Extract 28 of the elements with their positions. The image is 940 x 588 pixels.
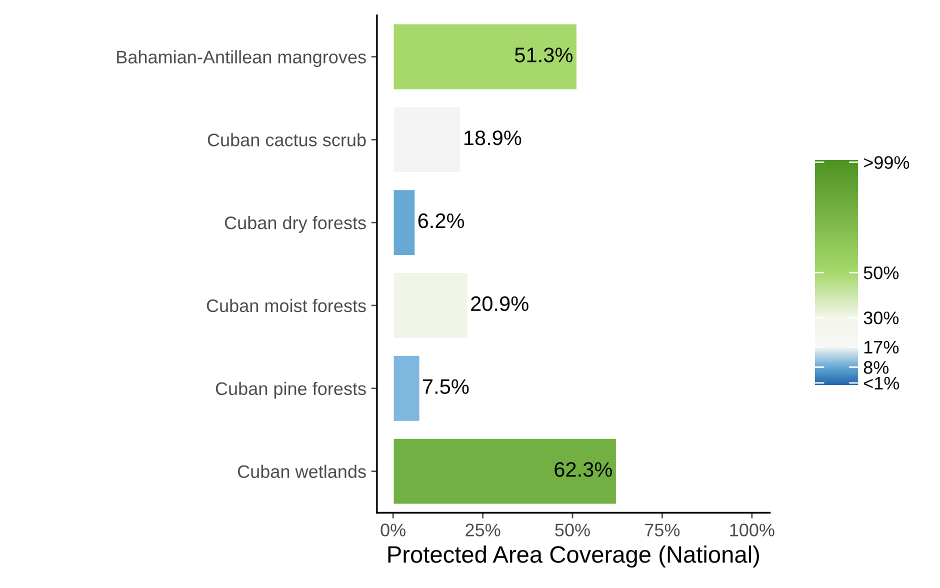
color-bar-label: 8%: [864, 361, 889, 374]
data-label: 6.2%: [418, 213, 464, 228]
x-tick-label: 50%: [555, 524, 590, 536]
color-bar-label: >99%: [864, 156, 910, 169]
data-label: 7.5%: [423, 379, 469, 394]
x-tick-label: 75%: [645, 524, 680, 536]
color-bar-label: 17%: [864, 340, 899, 354]
data-label: 20.9%: [471, 296, 528, 312]
color-bar-label: 30%: [864, 312, 899, 324]
y-tick-label: Cuban cactus scrub: [208, 133, 366, 146]
x-axis-title: Protected Area Coverage (National): [388, 546, 759, 568]
bar: [392, 22, 578, 91]
data-label: 51.3%: [515, 48, 572, 62]
bar: [392, 354, 421, 422]
y-tick-label: Cuban dry forests: [224, 216, 366, 233]
color-bar-label: 50%: [864, 266, 899, 280]
x-tick-label: 0%: [380, 524, 406, 536]
y-tick-label: Cuban moist forests: [206, 298, 366, 312]
data-label: 18.9%: [464, 130, 522, 146]
x-tick-label: 25%: [466, 524, 500, 536]
data-label: 62.3%: [554, 462, 612, 477]
y-tick-label: Cuban wetlands: [238, 464, 366, 478]
y-tick-label: Cuban pine forests: [216, 382, 366, 399]
bar: [392, 437, 618, 506]
bar: [392, 188, 416, 256]
color-bar-label: <1%: [864, 376, 900, 390]
y-tick-label: Bahamian-Antillean mangroves: [117, 50, 366, 68]
x-tick-label: 100%: [730, 524, 774, 536]
